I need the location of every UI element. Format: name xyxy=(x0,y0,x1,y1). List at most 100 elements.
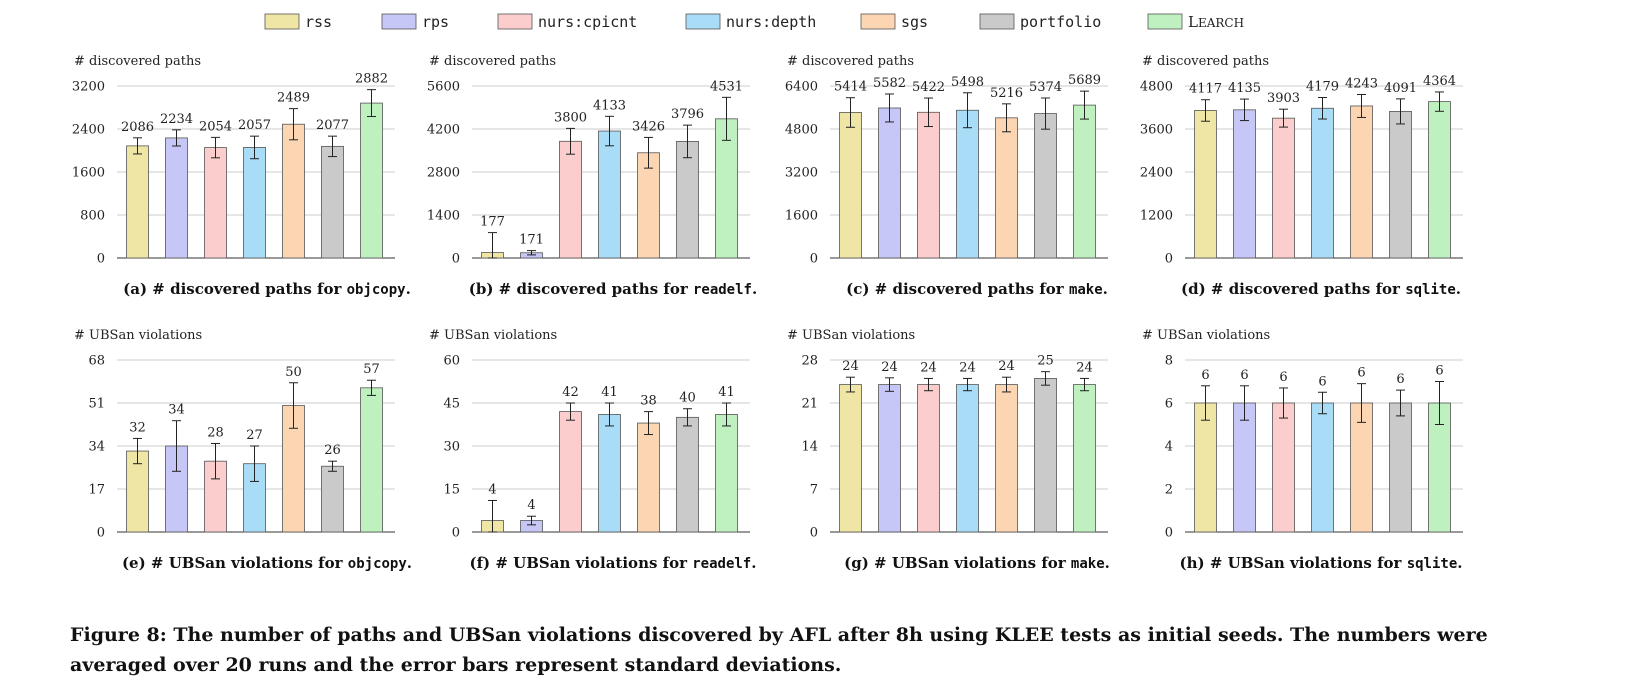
panel-d-tick-label: 1200 xyxy=(1140,209,1173,224)
panel-d-tick-label: 4800 xyxy=(1140,80,1173,95)
panel-a-bar-learch xyxy=(360,102,383,259)
panel-a-bar-rss xyxy=(126,145,149,259)
panel-e-value-sgs: 50 xyxy=(285,365,302,380)
chart-panels: # discovered paths0800160024003200208622… xyxy=(72,54,1463,572)
panel-h-tick-label: 8 xyxy=(1165,354,1173,369)
panel-f-tick-label: 60 xyxy=(443,354,460,369)
panel-f-value-portfolio: 40 xyxy=(679,391,696,406)
panel-e-value-rss: 32 xyxy=(129,420,146,435)
panel-a-value-sgs: 2489 xyxy=(277,91,310,106)
panel-h-bar-portfolio xyxy=(1389,402,1412,533)
panel-b-caption: (b) # discovered paths for readelf. xyxy=(469,280,757,298)
panel-e-errorbar-rss xyxy=(133,437,142,465)
panel-e-value-learch: 57 xyxy=(363,362,380,377)
panel-h-bar-rss xyxy=(1194,402,1217,533)
panel-d-errorbar-learch xyxy=(1435,91,1444,112)
panel-g-errorbar-sgs xyxy=(1002,376,1011,393)
panel-b-bar-portfolio xyxy=(676,141,699,259)
panel-h-y-title: # UBSan violations xyxy=(1142,328,1270,343)
panel-g-tick-label: 7 xyxy=(810,483,818,498)
panel-e-value-nurs-cpicnt: 28 xyxy=(207,425,224,440)
panel-b-value-sgs: 3426 xyxy=(632,119,665,134)
panel-c-value-sgs: 5216 xyxy=(990,86,1023,101)
panel-g-tick-label: 28 xyxy=(801,354,818,369)
panel-e-tick-label: 17 xyxy=(88,483,105,498)
chart-panel-b: # discovered paths 0 1400 2800 4200 5600 177 17… xyxy=(427,54,757,298)
panel-d-bar-rss xyxy=(1194,110,1217,259)
panel-g-bar-nurs-depth xyxy=(956,384,979,533)
panel-a-errorbar-nurs-depth xyxy=(250,135,259,160)
panel-e-errorbar-nurs-cpicnt xyxy=(211,442,220,480)
panel-e-y-title: # UBSan violations xyxy=(74,328,202,343)
panel-b-value-portfolio: 3796 xyxy=(671,107,704,122)
panel-f-caption: (f) # UBSan violations for readelf. xyxy=(470,554,757,572)
figure-caption: Figure 8: The number of paths and UBSan … xyxy=(70,624,1488,676)
panel-g-value-nurs-cpicnt: 24 xyxy=(920,360,937,375)
panel-d-errorbar-rps xyxy=(1240,98,1249,122)
panel-b-errorbar-sgs xyxy=(644,136,653,169)
panel-e-tick-label: 0 xyxy=(97,526,105,541)
panel-g-bar-portfolio xyxy=(1034,378,1057,533)
panel-e-errorbar-portfolio xyxy=(328,460,337,472)
panel-d-value-rss: 4117 xyxy=(1189,82,1222,97)
panel-a-y-title: # discovered paths xyxy=(74,54,201,69)
panel-f-errorbar-rps xyxy=(527,515,536,526)
panel-d-value-sgs: 4243 xyxy=(1345,76,1378,91)
legend-swatch-rss xyxy=(264,13,300,30)
panel-c-value-rps: 5582 xyxy=(873,76,906,91)
panel-d-bar-learch xyxy=(1428,101,1451,259)
panel-h-bar-rps xyxy=(1233,402,1256,533)
panel-g-errorbar-rss xyxy=(846,376,855,393)
legend-swatch-sgs xyxy=(860,13,896,30)
panel-d-tick-label: 3600 xyxy=(1140,123,1173,138)
panel-a-tick-label: 1600 xyxy=(72,166,105,181)
panel-g-bar-learch xyxy=(1073,384,1096,533)
panel-a-value-rss: 2086 xyxy=(121,120,154,135)
chart-panel-h: # UBSan violations 0 2 4 6 8 6 6 6 6 6 6 6 (h) # UBSa… xyxy=(1142,328,1463,572)
panel-b-value-nurs-depth: 4133 xyxy=(593,98,626,113)
panel-b-errorbar-learch xyxy=(722,96,731,141)
panel-h-value-learch: 6 xyxy=(1435,364,1443,379)
panel-d-value-learch: 4364 xyxy=(1423,74,1456,89)
panel-d-bar-sgs xyxy=(1350,105,1373,259)
panel-a-value-nurs-depth: 2057 xyxy=(238,118,271,133)
panel-h-caption: (h) # UBSan violations for sqlite. xyxy=(1180,554,1463,572)
panel-h-errorbar-nurs-cpicnt xyxy=(1279,387,1288,419)
panel-b-bar-nurs-cpicnt xyxy=(559,140,582,259)
panel-f-value-nurs-cpicnt: 42 xyxy=(562,385,579,400)
panel-a-bar-sgs xyxy=(282,123,305,259)
panel-d-value-nurs-depth: 4179 xyxy=(1306,80,1339,95)
panel-g-errorbar-nurs-depth xyxy=(963,377,972,392)
panel-g-errorbar-rps xyxy=(885,377,894,392)
panel-g-value-rss: 24 xyxy=(842,359,859,374)
panel-a-value-portfolio: 2077 xyxy=(316,118,349,133)
panel-f-errorbar-nurs-cpicnt xyxy=(566,402,575,421)
legend-label-nurs-cpicnt: nurs:cpicnt xyxy=(538,13,637,31)
chart-panel-e: # UBSan violations 0 17 34 51 68 32 34 28 27 50 26 5… xyxy=(74,328,412,572)
panel-c-tick-label: 0 xyxy=(810,252,818,267)
panel-a-caption: (a) # discovered paths for objcopy. xyxy=(123,280,411,298)
panel-c-value-portfolio: 5374 xyxy=(1029,80,1062,95)
chart-panel-c: # discovered paths 0 1600 3200 4800 6400 5414 5… xyxy=(785,54,1108,298)
legend-swatch-rps xyxy=(381,13,417,30)
panel-f-value-rps: 4 xyxy=(527,498,535,513)
panel-e-errorbar-nurs-depth xyxy=(250,445,259,482)
panel-a-bar-portfolio xyxy=(321,145,344,259)
panel-g-caption: (g) # UBSan violations for make. xyxy=(844,554,1110,572)
panel-a-tick-label: 3200 xyxy=(72,80,105,95)
panel-c-value-learch: 5689 xyxy=(1068,73,1101,88)
panel-a-tick-label: 800 xyxy=(80,209,105,224)
panel-f-bar-portfolio xyxy=(676,416,699,533)
panel-d-errorbar-rss xyxy=(1201,99,1210,122)
panel-h-errorbar-sgs xyxy=(1357,383,1366,423)
panel-d-errorbar-nurs-depth xyxy=(1318,97,1327,120)
panel-f-errorbar-sgs xyxy=(644,411,653,436)
panel-f-tick-label: 15 xyxy=(443,483,460,498)
panel-a-errorbar-rps xyxy=(172,129,181,147)
chart-panel-d: # discovered paths 0 1200 2400 3600 4800 4117 4… xyxy=(1140,54,1463,298)
panel-c-errorbar-sgs xyxy=(1002,103,1011,133)
panel-a-errorbar-portfolio xyxy=(328,135,337,158)
panel-g-tick-label: 0 xyxy=(810,526,818,541)
panel-c-errorbar-learch xyxy=(1080,90,1089,120)
panel-b-value-rss: 177 xyxy=(480,215,505,230)
